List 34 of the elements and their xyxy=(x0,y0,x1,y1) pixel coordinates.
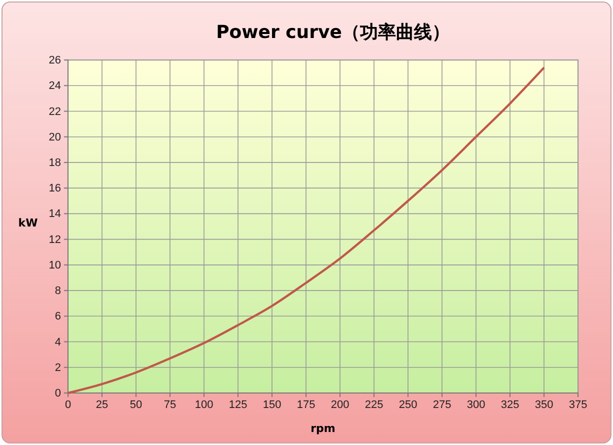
y-tick-label: 18 xyxy=(48,156,61,169)
y-tick-label: 4 xyxy=(54,336,61,348)
x-tick-label: 250 xyxy=(398,398,418,411)
y-tick-label: 16 xyxy=(48,182,61,195)
y-tick-label: 12 xyxy=(48,234,61,246)
x-tick-label: 325 xyxy=(500,398,520,411)
x-tick-label: 50 xyxy=(130,398,142,411)
x-tick-label: 25 xyxy=(96,398,108,411)
x-tick-label: 150 xyxy=(262,398,282,411)
x-tick-label: 125 xyxy=(228,398,248,411)
chart-title: Power curve（功率曲线） xyxy=(216,22,450,43)
y-tick-label: 8 xyxy=(54,285,61,298)
x-tick-label: 0 xyxy=(64,398,72,411)
y-tick-label: 20 xyxy=(48,131,61,144)
y-tick-label: 2 xyxy=(54,362,61,374)
y-tick-label: 0 xyxy=(54,388,61,400)
x-tick-label: 375 xyxy=(568,398,588,411)
y-tick-label: 22 xyxy=(48,106,61,118)
x-tick-label: 175 xyxy=(296,398,316,411)
x-axis-title: rpm xyxy=(310,422,336,435)
x-tick-label: 200 xyxy=(330,398,350,411)
y-tick-label: 24 xyxy=(48,80,61,92)
x-tick-label: 75 xyxy=(164,398,176,411)
y-tick-label: 26 xyxy=(48,54,61,67)
line-series xyxy=(66,66,546,394)
y-axis-title: kW xyxy=(18,216,38,230)
x-tick-label: 300 xyxy=(466,398,486,411)
x-tick-label: 100 xyxy=(194,398,214,411)
x-tick-label: 350 xyxy=(534,398,554,411)
y-tick-label: 6 xyxy=(54,310,61,323)
y-tick-label: 10 xyxy=(48,259,61,272)
x-tick-label: 275 xyxy=(432,398,452,411)
x-tick-label: 225 xyxy=(364,398,384,411)
y-tick-label: 14 xyxy=(48,208,61,220)
